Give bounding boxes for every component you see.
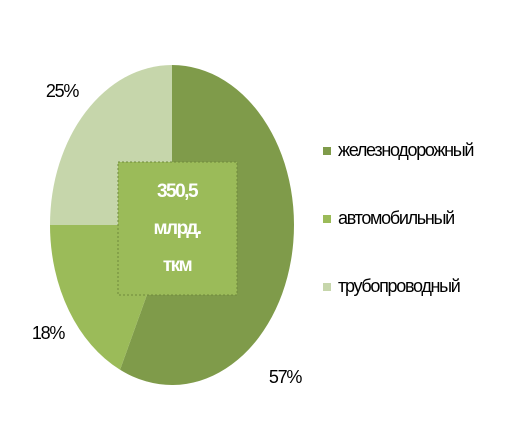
legend-swatch bbox=[323, 283, 331, 291]
center-label: 350,5 bbox=[157, 181, 199, 202]
legend-label: автомобильный bbox=[338, 208, 454, 228]
data-label: 25% bbox=[46, 81, 79, 101]
center-label: млрд. bbox=[153, 218, 200, 239]
data-label: 18% bbox=[32, 323, 65, 343]
center-label: ткм bbox=[163, 255, 192, 276]
center-box: 350,5 млрд. ткм bbox=[117, 161, 238, 296]
legend-swatch bbox=[323, 215, 331, 223]
center-box-bg bbox=[117, 161, 238, 296]
legend-label: железнодорожный bbox=[338, 140, 473, 160]
data-label: 57% bbox=[269, 367, 302, 387]
legend-label: трубопроводный bbox=[338, 276, 460, 296]
legend-swatch bbox=[323, 147, 331, 155]
